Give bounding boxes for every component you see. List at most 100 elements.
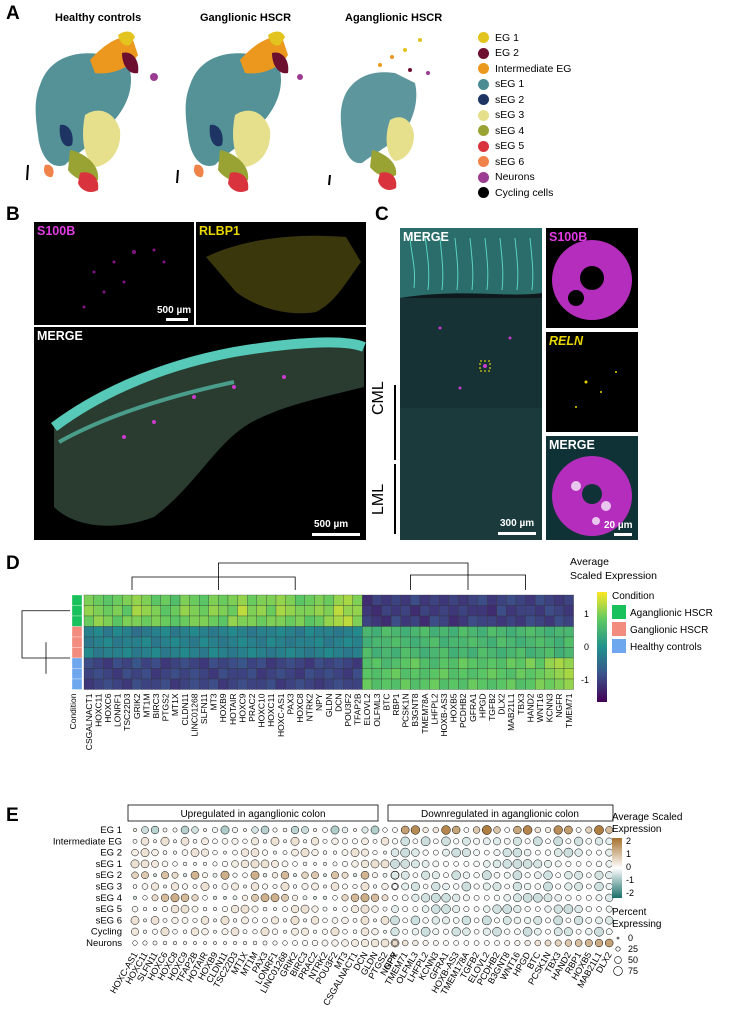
heatmap-cell xyxy=(275,636,286,648)
heatmap-cell xyxy=(535,678,545,690)
heatmap-cell xyxy=(448,678,459,690)
heatmap-gene-label: POU3F2 xyxy=(343,693,353,726)
dotplot-dot xyxy=(493,894,501,901)
heatmap-cell xyxy=(199,678,209,690)
dotplot-dot xyxy=(605,837,613,845)
heatmap-cell xyxy=(237,605,248,617)
dotplot-dot xyxy=(371,905,379,913)
heatmap-gene-label: HOXC11 xyxy=(93,693,103,727)
dotplot-dot xyxy=(545,917,551,924)
dotplot-dot xyxy=(370,825,380,835)
heatmap-cell xyxy=(275,668,286,680)
dotplot-dot xyxy=(422,826,429,834)
dotplot-dot xyxy=(232,918,238,923)
dotplot-dot xyxy=(172,827,178,833)
heatmap-cell xyxy=(122,636,133,648)
micro-b-s100b: S100B 500 µm xyxy=(34,222,194,325)
dotplot-dot xyxy=(140,848,150,857)
heatmap-cell xyxy=(535,636,545,648)
heatmap-cell xyxy=(429,626,440,638)
dotplot-dot xyxy=(193,862,197,866)
heatmap-cell xyxy=(314,657,325,669)
dotplot-dot xyxy=(302,861,308,867)
heatmap-cell xyxy=(189,657,200,669)
dotplot-dot xyxy=(202,872,208,879)
dotplot-dot xyxy=(262,906,268,912)
heatmap-cell xyxy=(362,636,373,648)
heatmap-cell xyxy=(458,647,469,659)
percent-legend-dot xyxy=(615,946,621,952)
heatmap-cell xyxy=(419,615,430,627)
panel-label-b: B xyxy=(6,204,20,225)
heatmap-cell xyxy=(189,678,200,690)
dotplot-dot xyxy=(574,848,583,857)
heatmap-cell xyxy=(295,657,305,669)
heatmap-cell xyxy=(189,636,200,648)
heatmap-cell xyxy=(429,594,440,606)
dotplot-dot xyxy=(323,873,327,878)
heatmap-cell xyxy=(122,647,133,659)
dotplot-dot xyxy=(545,928,551,935)
heatmap-cell xyxy=(285,605,296,617)
heatmap-cell xyxy=(275,678,286,690)
heatmap-gene-label: PTGS2 xyxy=(161,693,171,721)
heatmap-cell xyxy=(381,594,392,606)
heatmap-cell xyxy=(563,636,574,648)
dotplot-dot xyxy=(200,882,210,891)
dotplot-dot xyxy=(383,929,387,934)
dotplot-dot xyxy=(463,906,470,913)
heatmap-cell xyxy=(371,615,382,627)
dotplot-dot xyxy=(400,825,410,835)
dotplot-dot xyxy=(142,907,148,912)
dotplot-dot xyxy=(252,929,258,935)
dotplot-dot xyxy=(402,917,408,924)
dotplot-dot xyxy=(291,894,299,901)
dotplot-dot xyxy=(341,826,349,834)
heatmap-cell xyxy=(304,678,315,690)
heatmap-cell xyxy=(208,605,219,617)
heatmap-cell xyxy=(362,605,373,617)
heatmap-cell xyxy=(103,647,113,659)
heatmap-cell xyxy=(189,647,200,659)
dotplot-dot xyxy=(563,847,574,858)
dotplot-dot xyxy=(131,871,139,879)
colorbar-tick-label: 0 xyxy=(584,642,589,652)
heatmap-cell xyxy=(343,678,353,690)
heatmap-cell xyxy=(525,647,536,659)
heatmap-cell xyxy=(170,647,181,659)
heatmap-cell xyxy=(487,615,497,627)
heatmap-cell xyxy=(429,668,440,680)
heatmap-gene-label: HOXB-AS3 xyxy=(439,693,449,736)
dotplot-dot xyxy=(190,848,200,857)
dotplot-dot xyxy=(360,882,370,891)
dotplot-dot xyxy=(223,941,227,945)
percent-legend-title: Percent xyxy=(612,907,647,918)
dotplot-dot xyxy=(341,894,349,902)
heatmap-cell xyxy=(323,626,334,638)
heatmap-cell xyxy=(141,636,152,648)
dotplot-dot xyxy=(401,882,410,891)
heatmap-cell xyxy=(554,615,565,627)
dotplot-dot xyxy=(220,870,230,880)
dotplot-dot xyxy=(380,938,390,948)
dotplot-dot xyxy=(360,916,370,925)
heatmap-cell xyxy=(314,636,325,648)
heatmap-cell xyxy=(218,678,229,690)
dotplot-dot xyxy=(221,860,229,867)
heatmap-cell xyxy=(93,594,104,606)
heatmap-cell xyxy=(218,605,229,617)
heatmap-gene-label: TGFB2 xyxy=(487,693,497,721)
dotplot-dot xyxy=(574,915,584,925)
heatmap-cell xyxy=(496,605,507,617)
heatmap-gene-label: HOXC9 xyxy=(237,693,247,723)
dotplot-dot xyxy=(202,906,208,912)
heatmap-cell xyxy=(563,626,574,638)
dotplot-dot xyxy=(443,928,449,935)
dotplot-dot xyxy=(271,860,279,868)
dotplot-dot xyxy=(203,941,207,945)
heatmap-cell xyxy=(429,657,440,669)
heatmap-cell xyxy=(410,668,421,680)
heatmap-cell xyxy=(391,615,401,627)
dotplot-dot xyxy=(170,893,180,903)
dotplot-dot xyxy=(140,859,150,869)
